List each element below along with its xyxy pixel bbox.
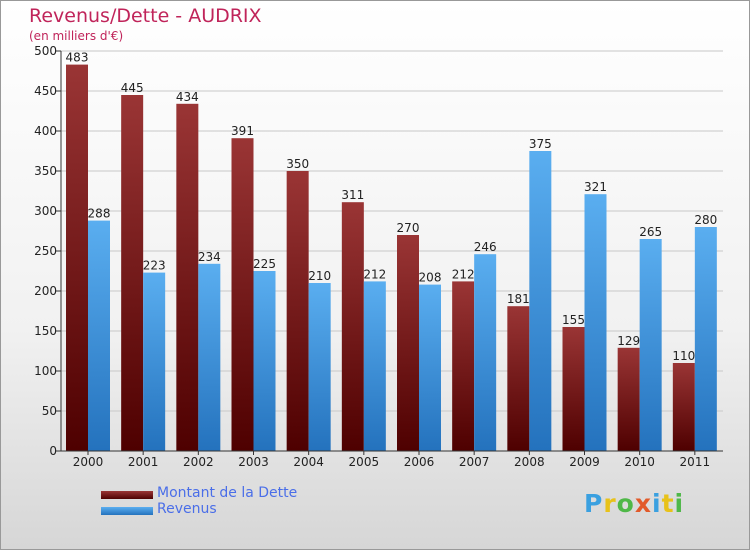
bar-revenus bbox=[419, 284, 441, 451]
y-tick-label: 200 bbox=[34, 284, 57, 298]
x-tick-label: 2005 bbox=[349, 455, 380, 469]
y-tick-label: 350 bbox=[34, 164, 57, 178]
bar-dette bbox=[617, 347, 640, 451]
data-label-dette: 155 bbox=[562, 313, 585, 327]
bar-dette bbox=[672, 363, 695, 451]
x-tick-label: 2003 bbox=[238, 455, 269, 469]
bar-revenus bbox=[639, 239, 662, 451]
y-tick-label: 150 bbox=[34, 324, 57, 338]
bar-dette bbox=[231, 138, 254, 451]
bar-revenus bbox=[143, 272, 166, 451]
x-tick-label: 2006 bbox=[404, 455, 435, 469]
data-label-dette: 270 bbox=[397, 221, 420, 235]
bar-revenus bbox=[308, 283, 331, 451]
y-tick-label: 0 bbox=[49, 444, 57, 458]
bar-dette bbox=[176, 103, 199, 452]
bar-dette bbox=[66, 64, 88, 451]
data-label-revenus: 223 bbox=[143, 259, 166, 273]
legend-label-dette: Montant de la Dette bbox=[157, 485, 298, 501]
bars-layer bbox=[66, 64, 717, 452]
data-label-dette: 350 bbox=[286, 157, 309, 171]
data-label-dette: 129 bbox=[617, 334, 640, 348]
bar-revenus bbox=[584, 194, 607, 451]
bar-revenus bbox=[363, 281, 386, 451]
bar-revenus bbox=[529, 151, 552, 451]
data-label-revenus: 210 bbox=[308, 269, 331, 283]
y-tick-label: 450 bbox=[34, 84, 57, 98]
legend-swatch-revenus bbox=[101, 507, 153, 515]
bar-revenus bbox=[474, 254, 497, 451]
chart-title: Revenus/Dette - AUDRIX bbox=[29, 5, 262, 27]
bar-dette bbox=[562, 327, 585, 451]
bar-revenus bbox=[694, 227, 717, 451]
data-label-revenus: 234 bbox=[198, 250, 221, 264]
data-label-dette: 110 bbox=[672, 349, 695, 363]
data-label-dette: 445 bbox=[121, 81, 144, 95]
bar-dette bbox=[286, 171, 309, 451]
data-label-dette: 483 bbox=[66, 51, 89, 65]
bar-dette bbox=[397, 235, 419, 451]
legend-label-revenus: Revenus bbox=[157, 501, 217, 517]
y-tick-label: 250 bbox=[34, 244, 57, 258]
data-label-revenus: 246 bbox=[474, 240, 497, 254]
chart-subtitle: (en milliers d'€) bbox=[29, 29, 124, 43]
data-label-revenus: 225 bbox=[253, 257, 276, 271]
bar-revenus bbox=[198, 263, 221, 451]
x-tick-label: 2010 bbox=[624, 455, 655, 469]
logo-letter: i bbox=[674, 489, 685, 518]
data-label-dette: 434 bbox=[176, 90, 199, 104]
logo-letter: i bbox=[652, 489, 662, 518]
x-tick-label: 2009 bbox=[569, 455, 600, 469]
x-tick-label: 2000 bbox=[73, 455, 104, 469]
data-label-revenus: 265 bbox=[639, 225, 662, 239]
y-tick-label: 300 bbox=[34, 204, 57, 218]
data-label-dette: 311 bbox=[341, 188, 364, 202]
data-label-dette: 391 bbox=[231, 124, 254, 138]
logo-letter: t bbox=[661, 489, 675, 518]
labels-layer: 483 288 445 223 434 234 391 225 350 210 311 212 270 2… bbox=[66, 51, 718, 363]
data-label-dette: 212 bbox=[452, 267, 475, 281]
data-label-revenus: 375 bbox=[529, 137, 552, 151]
proxiti-logo: Proxiti bbox=[584, 489, 684, 518]
y-tick-label: 100 bbox=[34, 364, 57, 378]
data-label-revenus: 280 bbox=[694, 213, 717, 227]
y-tick-label: 500 bbox=[34, 44, 57, 58]
data-label-revenus: 288 bbox=[88, 207, 111, 221]
bar-revenus bbox=[253, 271, 276, 451]
logo-letter: x bbox=[634, 489, 652, 518]
x-tick-label: 2008 bbox=[514, 455, 545, 469]
bar-dette bbox=[507, 306, 530, 451]
y-tick-label: 50 bbox=[42, 404, 57, 418]
data-label-revenus: 321 bbox=[584, 180, 607, 194]
grid-layer bbox=[61, 50, 723, 452]
bar-dette bbox=[121, 95, 144, 451]
data-label-dette: 181 bbox=[507, 292, 530, 306]
bar-revenus bbox=[88, 220, 110, 451]
x-tick-label: 2004 bbox=[293, 455, 324, 469]
logo-letter: P bbox=[584, 489, 604, 518]
bar-dette bbox=[452, 281, 475, 451]
x-tick-label: 2002 bbox=[183, 455, 214, 469]
x-tick-label: 2011 bbox=[680, 455, 711, 469]
x-tick-label: 2001 bbox=[128, 455, 159, 469]
data-label-revenus: 212 bbox=[363, 267, 386, 281]
legend-swatch-dette bbox=[101, 491, 153, 499]
y-tick-label: 400 bbox=[34, 124, 57, 138]
x-tick-label: 2007 bbox=[459, 455, 490, 469]
axis-layer: 0 50 100 150 200 250 300 350 400 450 500 2000 2001 20… bbox=[34, 44, 723, 469]
bar-dette bbox=[341, 202, 364, 451]
logo-letter: r bbox=[603, 489, 617, 518]
logo-letter: o bbox=[616, 489, 635, 518]
data-label-revenus: 208 bbox=[419, 271, 442, 285]
